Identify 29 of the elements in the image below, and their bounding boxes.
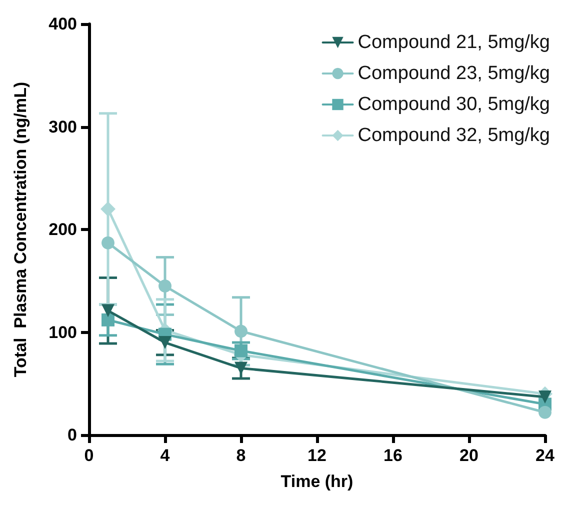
y-tick-label: 400 bbox=[48, 14, 77, 34]
point bbox=[234, 344, 248, 358]
point bbox=[102, 236, 114, 250]
x-tick-label: 8 bbox=[236, 446, 246, 465]
y-tick-label: 0 bbox=[68, 426, 77, 444]
y-tick-label: 300 bbox=[48, 117, 77, 136]
point bbox=[538, 406, 552, 419]
x-axis-title: Time (hr) bbox=[280, 472, 354, 491]
point bbox=[234, 362, 248, 375]
x-tick-label: 4 bbox=[160, 446, 170, 465]
x-tick-label: 24 bbox=[536, 446, 555, 465]
legend-label: Compound 21, 5mg/kg bbox=[358, 32, 550, 53]
point bbox=[538, 390, 552, 404]
legend-label: Compound 23, 5mg/kg bbox=[358, 63, 550, 84]
x-tick-label: 16 bbox=[384, 446, 402, 465]
y-tick-label: 200 bbox=[48, 220, 77, 239]
legend-label: Compound 30, 5mg/kg bbox=[358, 94, 550, 115]
point bbox=[100, 201, 116, 216]
point bbox=[102, 313, 114, 326]
point bbox=[234, 324, 248, 338]
legend-label: Compound 32, 5mg/kg bbox=[358, 125, 550, 146]
point bbox=[158, 336, 172, 350]
y-tick-label: 100 bbox=[48, 322, 77, 342]
y-axis-title: Total Plasma Concentration (ng/mL) bbox=[11, 82, 30, 378]
x-tick-label: 0 bbox=[84, 446, 94, 465]
point bbox=[158, 280, 172, 293]
x-tick-label: 12 bbox=[308, 446, 326, 465]
x-tick-label: 20 bbox=[460, 446, 478, 465]
point bbox=[102, 304, 114, 318]
